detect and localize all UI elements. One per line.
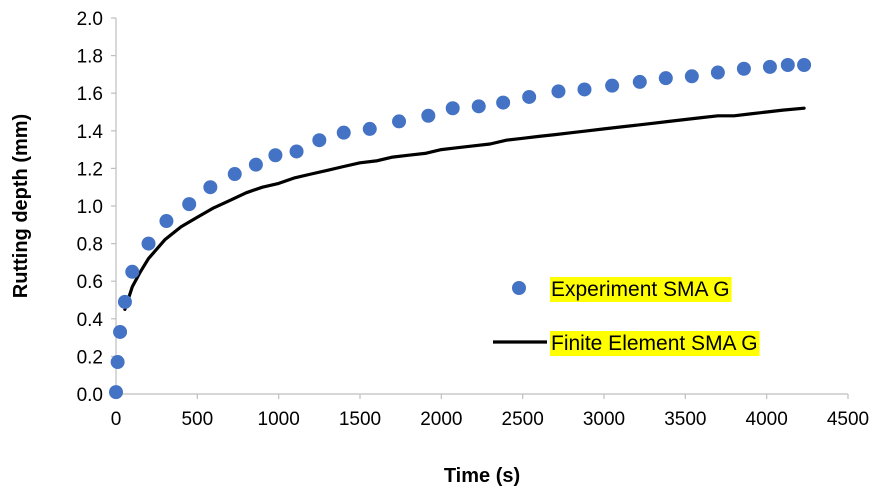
data-point-experiment <box>780 58 795 72</box>
legend-label-finite-element: Finite Element SMA G <box>551 332 758 355</box>
y-tick-label: 0.0 <box>77 385 103 406</box>
data-point-experiment <box>248 157 263 172</box>
data-point-experiment <box>496 95 511 110</box>
data-point-experiment <box>762 59 777 74</box>
data-point-experiment <box>551 84 566 99</box>
x-tick-label: 1000 <box>258 409 300 430</box>
x-tick-label: 2000 <box>420 409 462 430</box>
data-point-experiment <box>110 355 125 370</box>
data-point-experiment <box>684 69 699 84</box>
legend-label-highlight <box>550 277 732 302</box>
x-tick-label: 0 <box>111 409 122 430</box>
data-point-experiment <box>577 82 592 97</box>
y-tick-label: 0.4 <box>77 310 104 331</box>
data-point-experiment <box>632 74 647 89</box>
y-tick-label: 1.4 <box>77 122 104 143</box>
x-tick-label: 4000 <box>746 409 788 430</box>
y-tick-label: 1.2 <box>77 159 103 180</box>
y-tick-label: 0.6 <box>77 272 103 293</box>
y-axis-title: Rutting depth (mm) <box>10 114 32 298</box>
x-tick-label: 4500 <box>827 409 869 430</box>
data-point-experiment <box>227 167 242 182</box>
data-point-experiment <box>522 89 537 104</box>
x-tick-label: 2500 <box>502 409 544 430</box>
data-point-experiment <box>658 71 673 86</box>
data-point-experiment <box>710 65 725 80</box>
x-tick-label: 3000 <box>583 409 625 430</box>
data-point-experiment <box>113 324 128 339</box>
y-tick-label: 1.6 <box>77 84 103 105</box>
y-tick-label: 1.0 <box>77 197 103 218</box>
legend-marker-experiment <box>512 281 526 295</box>
data-point-experiment <box>362 121 377 136</box>
legend-label-highlight <box>550 331 760 356</box>
data-point-experiment <box>141 236 156 251</box>
data-point-experiment <box>336 125 351 140</box>
data-point-experiment <box>182 197 197 212</box>
y-tick-label: 0.8 <box>77 235 103 256</box>
data-point-experiment <box>797 58 812 72</box>
y-tick-label: 1.8 <box>77 47 103 68</box>
data-point-experiment <box>289 144 304 159</box>
data-point-experiment <box>159 214 174 229</box>
y-tick-label: 2.0 <box>77 9 103 30</box>
series-line-finite-element <box>123 106 806 311</box>
x-tick-label: 3500 <box>664 409 706 430</box>
data-point-experiment <box>203 180 218 195</box>
y-tick-label: 0.2 <box>77 347 103 368</box>
x-tick-label: 500 <box>181 409 213 430</box>
x-axis-ticks: 0 500 1000 1500 2000 2500 3000 3500 4000 4500 <box>111 394 869 430</box>
data-point-experiment <box>117 294 132 309</box>
data-point-experiment <box>445 101 460 116</box>
data-point-experiment <box>736 61 751 76</box>
y-axis-ticks: 0.0 0.2 0.4 0.6 0.8 1.0 1.2 1.4 1.6 1.8 2.0 <box>77 9 116 406</box>
data-point-experiment <box>421 108 436 123</box>
data-point-experiment <box>125 264 140 279</box>
legend-label-experiment: Experiment SMA G <box>551 278 730 301</box>
data-point-experiment <box>312 133 327 148</box>
x-axis-title: Time (s) <box>444 465 520 487</box>
data-point-experiment <box>268 148 283 163</box>
data-point-experiment <box>605 78 620 93</box>
series-layer <box>109 58 812 400</box>
data-point-experiment <box>392 114 407 129</box>
data-point-experiment <box>109 385 123 400</box>
data-point-experiment <box>471 99 486 114</box>
x-tick-label: 1500 <box>339 409 381 430</box>
legend: Experiment SMA G Finite Element SMA G <box>493 277 760 356</box>
